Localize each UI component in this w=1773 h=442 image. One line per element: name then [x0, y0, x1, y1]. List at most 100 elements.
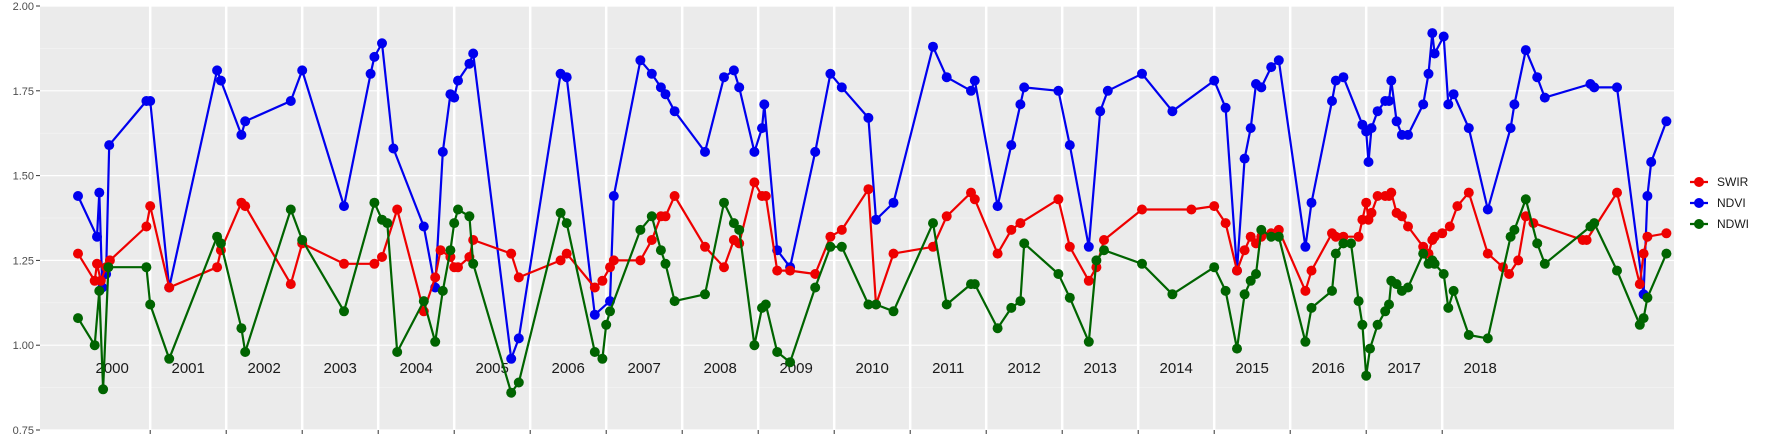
data-point-ndvi	[635, 55, 646, 66]
data-point-swir	[635, 255, 646, 266]
y-tick-label: 1.00	[13, 340, 34, 352]
data-point-ndwi	[94, 285, 105, 296]
data-point-ndvi	[969, 75, 980, 86]
data-point-ndwi	[1256, 224, 1267, 235]
data-point-ndwi	[430, 336, 441, 347]
data-point-ndwi	[660, 258, 671, 269]
data-point-swir	[1520, 211, 1531, 222]
data-point-ndvi	[1239, 153, 1250, 164]
data-point-swir	[1642, 231, 1653, 242]
y-axis: 0.75 1.00 1.25 1.50 1.75 2.00	[13, 1, 40, 437]
data-point-ndvi	[825, 68, 836, 79]
data-point-ndvi	[1509, 99, 1520, 110]
data-point-ndvi	[1220, 102, 1231, 113]
data-point-ndwi	[513, 377, 524, 388]
data-point-ndwi	[749, 340, 760, 351]
data-point-ndwi	[1338, 238, 1349, 249]
data-point-ndwi	[700, 289, 710, 300]
series-ndvi	[73, 28, 1672, 364]
data-point-ndwi	[1083, 336, 1094, 347]
data-point-swir	[1245, 231, 1256, 242]
data-point-ndwi	[1438, 269, 1449, 279]
data-point-ndwi	[772, 347, 783, 357]
data-point-ndwi	[1245, 275, 1256, 286]
data-point-ndvi	[1612, 82, 1622, 93]
data-point-ndvi	[449, 92, 460, 103]
data-point-ndvi	[1064, 140, 1075, 151]
data-point-ndvi	[464, 58, 475, 69]
data-point-swir	[1638, 248, 1649, 259]
data-point-ndvi	[1338, 72, 1349, 83]
data-point-ndvi	[1102, 85, 1113, 96]
series-ndwi	[73, 194, 1672, 398]
data-point-ndvi	[1532, 72, 1543, 83]
data-point-ndvi	[608, 191, 619, 201]
data-point-ndvi	[1372, 106, 1383, 117]
data-point-swir	[1452, 201, 1463, 212]
data-point-ndwi	[141, 262, 152, 273]
data-point-ndvi	[1418, 99, 1429, 110]
data-point-ndvi	[212, 65, 223, 76]
data-point-ndvi	[1448, 89, 1459, 100]
data-point-swir	[145, 201, 156, 212]
data-point-ndvi	[669, 106, 680, 117]
data-point-ndwi	[1539, 258, 1550, 269]
data-point-ndwi	[215, 238, 226, 249]
data-point-ndwi	[941, 299, 952, 310]
data-point-swir	[1239, 245, 1250, 256]
data-point-ndwi	[382, 218, 393, 229]
data-point-swir	[1612, 187, 1622, 198]
data-point-ndvi	[365, 68, 376, 79]
data-point-swir	[285, 279, 296, 290]
data-point-ndwi	[1330, 248, 1341, 259]
year-label: 2011	[932, 360, 964, 377]
data-point-ndwi	[1638, 313, 1649, 324]
data-point-swir	[1437, 228, 1448, 239]
data-point-ndvi	[836, 82, 847, 93]
data-point-ndvi	[369, 51, 380, 62]
data-point-ndwi	[1509, 224, 1520, 235]
data-point-ndwi	[605, 306, 615, 317]
data-point-ndwi	[888, 306, 899, 317]
data-point-ndvi	[646, 68, 657, 79]
data-point-ndvi	[1539, 92, 1550, 103]
data-point-ndwi	[728, 218, 739, 229]
data-point-ndvi	[759, 99, 770, 110]
data-point-ndvi	[468, 48, 479, 59]
data-point-ndwi	[468, 258, 479, 269]
data-point-ndvi	[1015, 99, 1026, 110]
data-point-ndwi	[1463, 330, 1474, 340]
data-point-ndwi	[418, 296, 429, 307]
data-point-swir	[392, 204, 403, 215]
data-point-ndwi	[1015, 296, 1026, 307]
data-point-ndwi	[103, 262, 114, 273]
data-point-ndwi	[928, 218, 938, 229]
data-point-ndvi	[1300, 241, 1311, 252]
legend-label-swir: SWIR	[1717, 175, 1749, 189]
data-point-ndvi	[506, 353, 517, 364]
data-point-ndwi	[1220, 285, 1231, 296]
data-point-ndwi	[1429, 258, 1440, 269]
data-point-swir	[646, 235, 657, 245]
year-label: 2013	[1084, 360, 1117, 377]
data-point-swir	[506, 248, 517, 259]
data-point-ndvi	[1053, 85, 1064, 96]
data-point-swir	[1232, 265, 1242, 276]
data-point-swir	[1083, 275, 1094, 286]
data-point-swir	[1504, 269, 1515, 279]
year-label: 2002	[248, 360, 281, 377]
data-point-ndvi	[966, 85, 976, 96]
year-label: 2007	[628, 360, 661, 377]
year-label: 2018	[1464, 360, 1497, 377]
data-point-swir	[1330, 231, 1341, 242]
data-point-ndwi	[555, 207, 566, 218]
data-point-ndwi	[1091, 255, 1102, 266]
year-label: 2017	[1388, 360, 1421, 377]
data-point-ndwi	[1306, 302, 1317, 313]
data-point-swir	[825, 231, 836, 242]
data-point-swir	[1396, 211, 1407, 222]
data-point-ndwi	[1327, 285, 1337, 296]
data-point-swir	[453, 262, 463, 273]
data-point-ndvi	[1363, 157, 1374, 167]
